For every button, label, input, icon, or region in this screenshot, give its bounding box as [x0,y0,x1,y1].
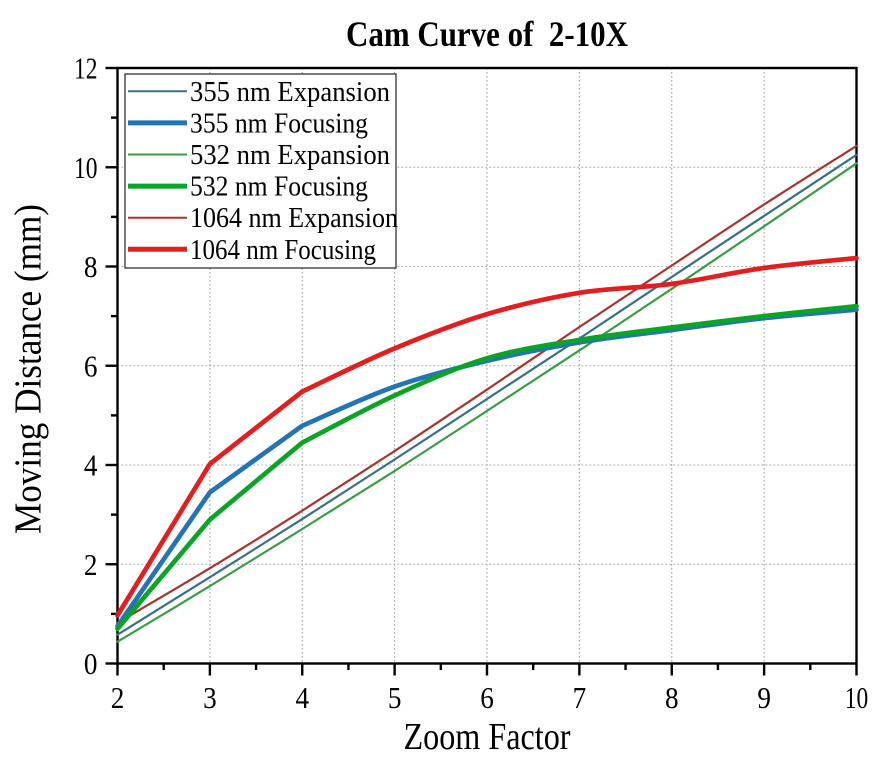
svg-text:3: 3 [203,680,217,715]
svg-text:2: 2 [84,547,98,582]
svg-text:12: 12 [74,51,98,86]
svg-text:1064 nm Focusing: 1064 nm Focusing [190,234,376,266]
svg-text:Cam Curve of 2-10X: Cam Curve of 2-10X [346,14,628,54]
svg-text:8: 8 [665,680,679,715]
svg-text:8: 8 [84,249,98,284]
svg-text:4: 4 [295,680,309,715]
svg-text:10: 10 [74,150,98,185]
svg-text:6: 6 [84,348,98,383]
svg-text:0: 0 [84,646,98,681]
svg-text:7: 7 [573,680,587,715]
svg-text:9: 9 [757,680,771,715]
svg-text:1064 nm Expansion: 1064 nm Expansion [190,202,398,234]
svg-text:6: 6 [480,680,494,715]
svg-text:4: 4 [84,448,98,483]
svg-text:Moving Distance (mm): Moving Distance (mm) [8,204,50,534]
svg-text:2: 2 [111,680,125,715]
svg-text:355 nm Expansion: 355 nm Expansion [190,76,390,108]
svg-text:5: 5 [388,680,402,715]
svg-text:Zoom Factor: Zoom Factor [404,716,571,758]
svg-text:355 nm Focusing: 355 nm Focusing [190,107,368,139]
svg-text:532 nm Focusing: 532 nm Focusing [190,171,368,203]
svg-text:10: 10 [845,680,869,715]
svg-text:532 nm Expansion: 532 nm Expansion [190,139,390,171]
